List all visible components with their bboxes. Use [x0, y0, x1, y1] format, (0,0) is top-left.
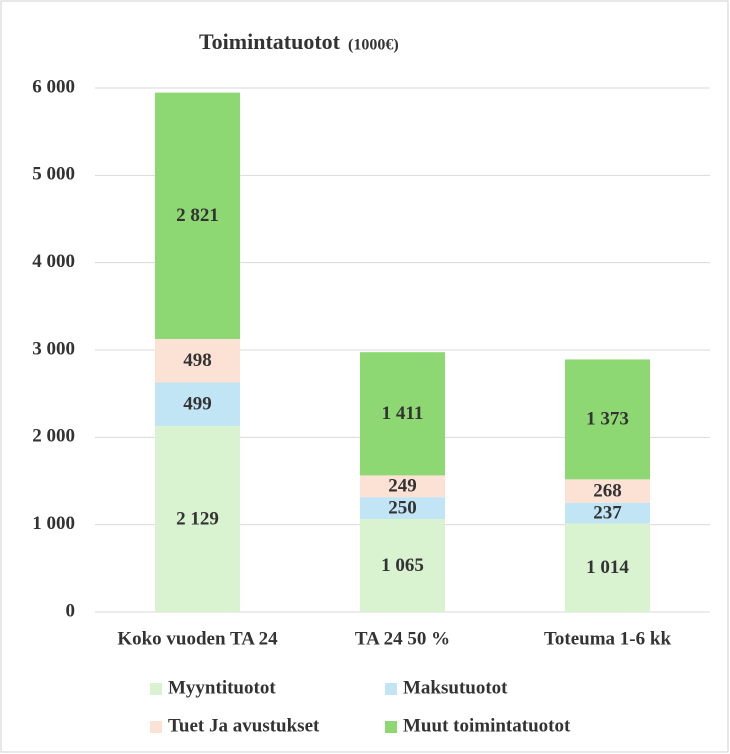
bar-segment: [155, 382, 240, 427]
data-label: 268: [593, 480, 622, 501]
data-label: 499: [183, 394, 212, 415]
bar-segment: [360, 497, 445, 519]
data-label: 250: [388, 497, 417, 518]
legend-label: Tuet Ja avustukset: [168, 715, 320, 736]
bar-segment: [565, 359, 650, 480]
chart-subtitle: (1000€): [348, 37, 399, 54]
data-label: 249: [388, 476, 417, 497]
bar-segment: [360, 352, 445, 476]
data-label: 1 373: [586, 409, 629, 430]
x-tick-label: Koko vuoden TA 24: [117, 628, 278, 649]
bar-segment: [155, 338, 240, 383]
legend-label: Maksutuotot: [403, 677, 508, 698]
legend-label: Myyntituotot: [168, 677, 276, 698]
y-tick-label: 6 000: [32, 76, 75, 97]
x-tick-label: TA 24 50 %: [355, 628, 450, 649]
y-tick-label: 3 000: [32, 338, 75, 359]
y-tick-label: 2 000: [32, 426, 75, 447]
y-tick-label: 4 000: [32, 251, 75, 272]
bar-segment: [565, 479, 650, 503]
bar-segment: [360, 475, 445, 498]
legend-swatch: [150, 721, 162, 733]
data-label: 2 821: [176, 205, 219, 226]
data-label: 2 129: [176, 508, 219, 529]
y-tick-label: 5 000: [32, 164, 75, 185]
bar-segment: [360, 518, 445, 612]
x-tick-label: Toteuma 1-6 kk: [544, 628, 671, 649]
legend-swatch: [385, 721, 397, 733]
data-label: 1 065: [381, 555, 424, 576]
bar-segment: [565, 523, 650, 612]
legend-label: Muut toimintatuotot: [403, 715, 571, 736]
legend-swatch: [150, 683, 162, 695]
y-tick-label: 0: [66, 600, 76, 621]
data-label: 1 411: [382, 403, 424, 424]
legend-swatch: [385, 683, 397, 695]
bar-segment: [155, 426, 240, 612]
bar-segment: [565, 502, 650, 524]
data-label: 1 014: [586, 557, 629, 578]
chart-title: Toimintatuotot: [199, 29, 341, 54]
bar-segment: [155, 92, 240, 339]
data-label: 237: [593, 502, 622, 523]
data-label: 498: [183, 350, 212, 371]
y-tick-label: 1 000: [32, 513, 75, 534]
